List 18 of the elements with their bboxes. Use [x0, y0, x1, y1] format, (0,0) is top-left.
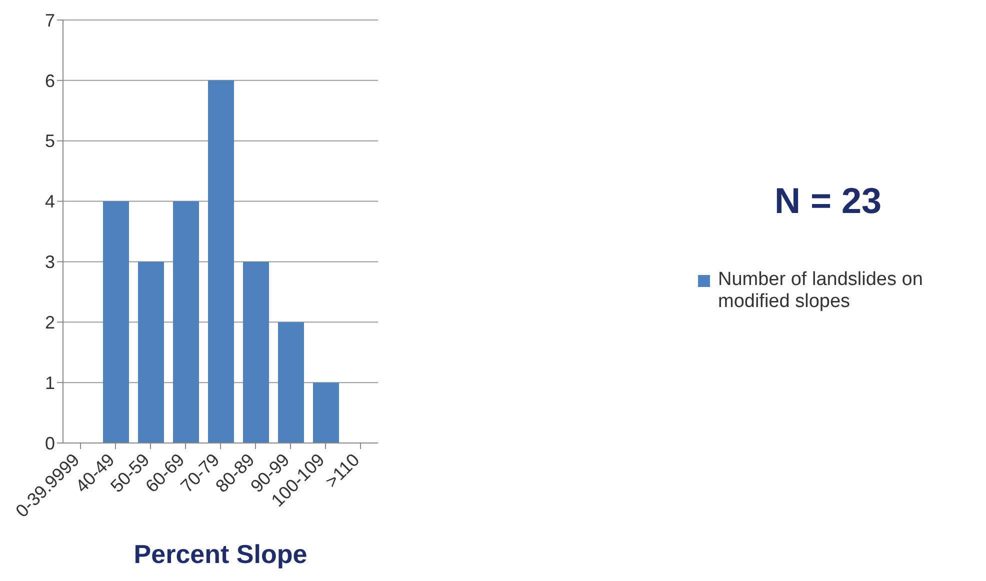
bar [138, 262, 164, 443]
y-tick-label: 0 [44, 433, 55, 454]
text: N = 23 [773, 180, 883, 222]
bar [103, 201, 129, 443]
bar [208, 80, 234, 443]
y-tick-label: 2 [44, 312, 55, 333]
bar [243, 262, 269, 443]
y-tick-label: 3 [44, 252, 55, 272]
y-tick-label: 1 [44, 372, 55, 393]
bar [313, 382, 339, 443]
y-tick-label: 4 [44, 192, 55, 212]
y-tick-label: 6 [44, 70, 55, 91]
legend-label: Number of landslides on modified slopes [718, 268, 924, 312]
y-tick-label: 7 [44, 10, 55, 30]
y-tick-label: 5 [44, 131, 55, 152]
x-axis-title: Percent Slope [134, 539, 308, 569]
bar [173, 201, 199, 443]
bar [278, 322, 304, 443]
